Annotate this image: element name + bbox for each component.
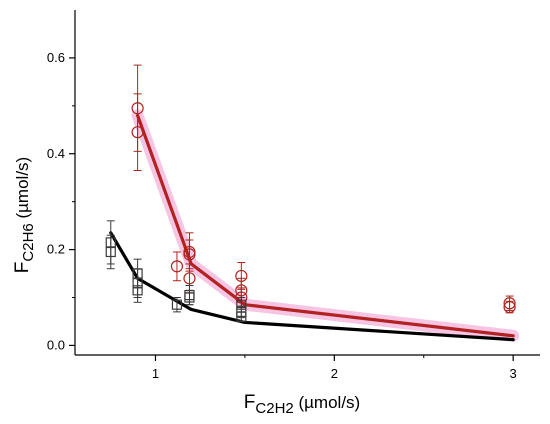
x-axis-title-subscript: C2H2 bbox=[255, 400, 293, 417]
x-axis-title: FC2H2 (µmol/s) bbox=[244, 392, 360, 417]
data-point-square bbox=[184, 292, 195, 303]
data-point-circle bbox=[170, 260, 184, 273]
y-tick-label: 0.0 bbox=[47, 337, 65, 352]
x-tick-label: 2 bbox=[331, 366, 338, 381]
y-axis-title-subscript: C2H6 bbox=[20, 223, 37, 261]
data-point-square bbox=[105, 246, 116, 258]
y-tick-label: 0.4 bbox=[47, 146, 65, 161]
axes-layer: 1 2 3 0.0 0.2 0.4 0.6 bbox=[47, 10, 540, 381]
y-tick-label: 0.6 bbox=[47, 50, 65, 65]
model-line-c2h6 bbox=[135, 113, 515, 338]
model-lines-layer bbox=[109, 109, 520, 342]
data-point-square bbox=[171, 299, 183, 310]
x-axis-title-main: F bbox=[244, 392, 256, 413]
y-axis-title-unit: (µmol/s) bbox=[13, 157, 32, 223]
model-line-ch bbox=[109, 231, 515, 342]
x-tick-label: 3 bbox=[510, 366, 517, 381]
x-tick-label: 1 bbox=[152, 366, 159, 381]
model-line-c2h6-glow bbox=[131, 109, 520, 342]
data-point-circle bbox=[503, 300, 516, 314]
data-point-circle bbox=[183, 248, 196, 261]
data-point-circle bbox=[183, 272, 196, 285]
y-tick-label: 0.2 bbox=[47, 242, 65, 257]
data-point-circle bbox=[131, 126, 144, 139]
data-points-layer bbox=[105, 64, 516, 322]
y-axis-title-main: F bbox=[12, 262, 33, 274]
data-point-square bbox=[236, 311, 247, 322]
x-axis-title-unit: (µmol/s) bbox=[294, 393, 360, 412]
y-axis-title: FC2H6 (µmol/s) bbox=[12, 157, 37, 273]
data-point-square bbox=[132, 285, 143, 296]
